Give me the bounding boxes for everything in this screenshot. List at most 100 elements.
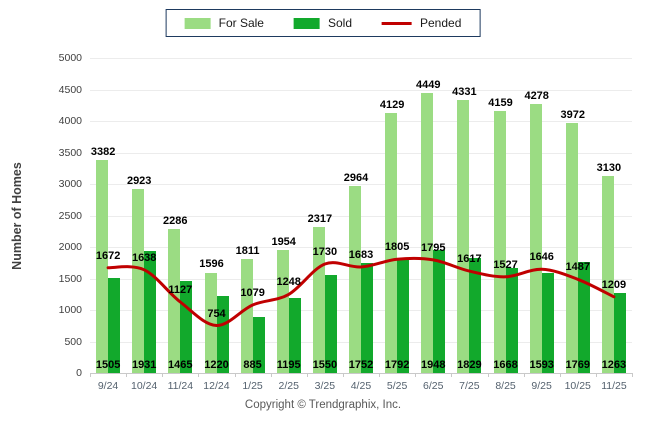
y-tick-label: 2500 [58, 209, 82, 222]
pended-value-label: 1646 [529, 251, 554, 264]
x-tick-label: 10/24 [131, 380, 158, 392]
for-sale-bar [96, 159, 109, 373]
x-tick-label: 8/25 [495, 380, 516, 392]
x-axis-tick [198, 373, 200, 377]
for-sale-value-label: 1954 [271, 235, 296, 248]
for-sale-value-label: 1811 [235, 244, 260, 257]
pended-value-label: 1683 [348, 248, 374, 261]
y-tick-label: 1500 [58, 272, 82, 285]
sold-value-label: 1220 [204, 359, 229, 371]
for-sale-value-label: 3130 [596, 161, 622, 174]
y-tick-label: 2000 [58, 241, 82, 253]
for-sale-bar [565, 122, 578, 373]
legend: For Sale Sold Pended [165, 9, 481, 37]
x-tick-label: 2/25 [278, 380, 299, 392]
sold-bar [288, 297, 301, 373]
for-sale-bar [385, 112, 398, 373]
x-tick-label: 11/24 [167, 380, 194, 392]
gridline [90, 58, 632, 59]
x-tick-label: 11/25 [601, 380, 627, 392]
sold-value-label: 1792 [384, 359, 410, 371]
sold-value-label: 1593 [529, 359, 554, 371]
for-sale-value-label: 4449 [416, 78, 441, 91]
x-axis-tick [306, 373, 308, 377]
for-sale-bar [457, 100, 470, 373]
for-sale-value-label: 1596 [199, 258, 224, 271]
for-sale-value-label: 2923 [126, 174, 152, 187]
pended-value-label: 1127 [168, 284, 193, 296]
x-axis-tick [90, 373, 91, 377]
sold-value-label: 1668 [493, 359, 518, 371]
gridline [90, 215, 632, 217]
x-axis-tick [342, 373, 344, 377]
gridline [90, 121, 632, 122]
for-sale-value-label: 2317 [307, 213, 333, 226]
y-tick-label: 5000 [58, 52, 82, 64]
x-axis-tick [523, 373, 525, 377]
sold-bar [216, 296, 229, 373]
for-sale-value-label: 4278 [524, 89, 549, 102]
x-axis-tick [415, 373, 417, 377]
x-axis-tick [379, 373, 381, 377]
for-sale-value-label: 3972 [560, 108, 586, 121]
sold-value-label: 1948 [421, 359, 446, 371]
sold-value-label: 885 [243, 359, 262, 371]
legend-item-for-sale: For Sale [184, 16, 264, 30]
sold-bar [469, 257, 482, 373]
plot-area: 0 500 1000 1500 2000 2500 3000 3500 4000 4500 5000… [59, 52, 633, 392]
sold-value-label: 1752 [348, 359, 374, 371]
pended-value-label: 1209 [601, 278, 627, 291]
for-sale-bar [349, 186, 361, 373]
pended-line-swatch [382, 21, 413, 25]
x-tick-label: 9/24 [97, 380, 119, 392]
y-tick-label: 4500 [58, 83, 82, 96]
x-axis-tick [595, 373, 597, 377]
x-tick-label: 12/24 [203, 380, 230, 392]
x-tick-label: 10/25 [564, 380, 591, 392]
sold-bar [433, 250, 446, 373]
y-axis-title: Number of Homes [10, 162, 24, 270]
pended-value-label: 1805 [384, 241, 410, 254]
x-tick-label: 4/25 [350, 380, 372, 392]
pended-value-label: 1638 [131, 251, 157, 264]
pended-value-label: 1672 [95, 249, 121, 262]
sold-bar [144, 251, 157, 373]
pended-value-label: 1730 [312, 246, 338, 259]
for-sale-bar [493, 111, 506, 373]
sold-value-label: 1465 [168, 359, 193, 371]
legend-label-pended: Pended [420, 16, 462, 30]
pended-value-label: 1248 [276, 276, 301, 289]
for-sale-bar [421, 92, 434, 373]
for-sale-value-label: 4159 [488, 96, 513, 109]
x-tick-label: 3/25 [314, 380, 336, 392]
for-sale-value-label: 3382 [90, 145, 116, 158]
sold-bar [252, 317, 265, 373]
x-axis-tick [234, 373, 236, 377]
sold-bar [613, 293, 626, 373]
sold-value-label: 1505 [95, 359, 121, 371]
x-axis-tick [451, 373, 453, 377]
pended-value-label: 1079 [240, 287, 265, 300]
for-sale-swatch [184, 17, 211, 29]
for-sale-value-label: 2964 [343, 172, 369, 185]
pended-value-label: 1617 [457, 253, 482, 266]
for-sale-bar [132, 188, 145, 373]
legend-item-pended: Pended [382, 16, 461, 30]
legend-item-sold: Sold [293, 16, 352, 30]
sold-value-label: 1263 [601, 359, 627, 371]
x-axis-tick [632, 373, 633, 377]
sold-bar [505, 267, 518, 373]
sold-bar [397, 260, 410, 373]
y-tick-label: 0 [76, 367, 82, 379]
x-tick-label: 5/25 [386, 380, 408, 392]
for-sale-bar [312, 227, 325, 373]
sold-bar [361, 262, 373, 373]
sold-bar [108, 278, 121, 373]
sold-bar [541, 272, 554, 373]
sold-value-label: 1550 [312, 359, 338, 371]
x-axis-tick [559, 373, 561, 377]
x-tick-label: 7/25 [459, 380, 480, 392]
x-axis-tick [126, 373, 128, 377]
y-tick-label: 500 [64, 335, 82, 348]
